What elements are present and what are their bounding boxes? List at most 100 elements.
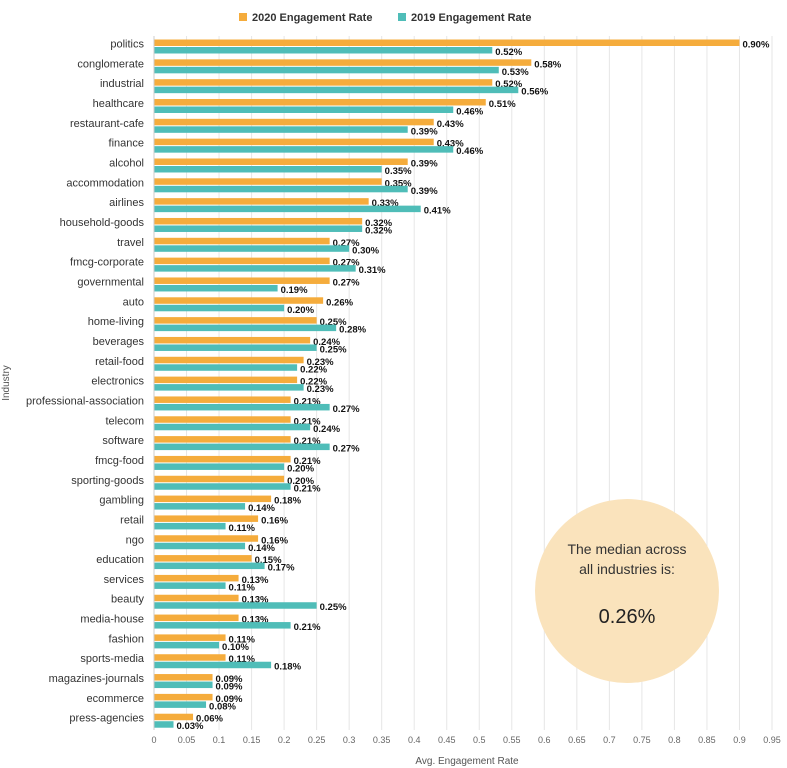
x-tick-label: 0.6 — [538, 735, 551, 745]
data-label-2020: 0.11% — [229, 634, 256, 645]
bar-2020 — [154, 654, 226, 661]
data-label-2019: 0.14% — [248, 503, 275, 514]
x-tick-label: 0.25 — [308, 735, 326, 745]
data-label-2020: 0.21% — [294, 396, 321, 407]
data-label-2020: 0.20% — [287, 476, 314, 487]
category-label: finance — [109, 138, 144, 150]
bar-2019 — [154, 403, 330, 411]
data-label-2020: 0.24% — [313, 337, 340, 348]
data-label-2020: 0.51% — [489, 99, 516, 110]
x-tick-label: 0.65 — [568, 735, 586, 745]
category-label: services — [104, 574, 145, 586]
bar-2019 — [154, 106, 454, 113]
bar-2020 — [154, 198, 369, 205]
bar-2019 — [154, 443, 330, 451]
data-label-2020: 0.22% — [300, 377, 327, 388]
legend-swatch-2020[interactable] — [239, 13, 247, 21]
bar-2020 — [154, 555, 252, 562]
data-label-2020: 0.35% — [385, 178, 412, 189]
x-tick-label: 0.5 — [473, 735, 486, 745]
data-label-2020: 0.33% — [372, 198, 399, 209]
bar-2020 — [154, 277, 330, 284]
bar-2020 — [154, 356, 304, 364]
data-label-2020: 0.25% — [320, 317, 347, 328]
data-label-2019: 0.27% — [333, 444, 360, 455]
data-label-2019: 0.52% — [495, 47, 522, 58]
bar-2019 — [154, 284, 278, 292]
x-tick-label: 0.9 — [733, 735, 746, 745]
data-label-2020: 0.11% — [229, 654, 256, 665]
bar-2019 — [154, 641, 220, 649]
category-label: industrial — [100, 78, 144, 90]
data-label-2020: 0.27% — [333, 238, 360, 249]
data-label-2019: 0.25% — [320, 344, 347, 355]
bar-2019 — [154, 245, 350, 252]
category-label: airlines — [109, 197, 144, 209]
bar-2020 — [154, 674, 213, 681]
bar-2019 — [154, 582, 226, 589]
data-label-2019: 0.28% — [339, 325, 366, 336]
data-label-2019: 0.10% — [222, 642, 249, 653]
data-label-2019: 0.32% — [365, 225, 392, 236]
x-tick-label: 0.55 — [503, 735, 521, 745]
bar-2019 — [154, 205, 421, 213]
bar-2019 — [154, 165, 382, 173]
category-label: magazines-journals — [49, 673, 145, 685]
category-label: conglomerate — [77, 58, 144, 70]
data-label-2020: 0.43% — [437, 119, 464, 130]
median-callout-line1: The median across — [567, 541, 686, 557]
data-label-2020: 0.16% — [261, 515, 288, 526]
x-tick-label: 0.1 — [213, 735, 226, 745]
category-label: travel — [117, 237, 144, 249]
data-label-2019: 0.39% — [411, 126, 438, 137]
bar-2020 — [154, 713, 194, 721]
category-label: sports-media — [80, 653, 144, 665]
x-tick-label: 0 — [151, 735, 156, 745]
bar-2019 — [154, 47, 493, 54]
legend-label-2019[interactable]: 2019 Engagement Rate — [411, 12, 531, 24]
category-label: governmental — [77, 276, 144, 288]
data-label-2020: 0.26% — [326, 297, 353, 308]
data-label-2020: 0.58% — [534, 59, 561, 70]
x-tick-label: 0.95 — [763, 735, 781, 745]
bar-2020 — [154, 59, 532, 66]
bar-2020 — [154, 614, 239, 622]
data-label-2020: 0.16% — [261, 535, 288, 546]
bar-2020 — [154, 594, 239, 602]
x-tick-label: 0.15 — [243, 735, 261, 745]
bar-2019 — [154, 126, 408, 133]
median-callout-circle — [535, 499, 719, 683]
bar-2019 — [154, 146, 454, 153]
category-label: fashion — [109, 633, 144, 645]
bar-2019 — [154, 562, 265, 570]
x-tick-label: 0.05 — [178, 735, 196, 745]
category-label: accommodation — [66, 177, 144, 189]
bar-2020 — [154, 178, 382, 185]
data-label-2020: 0.15% — [255, 555, 282, 566]
bar-2020 — [154, 98, 486, 106]
data-label-2019: 0.21% — [294, 622, 321, 633]
bar-2019 — [154, 542, 246, 550]
bar-2020 — [154, 158, 408, 165]
data-label-2019: 0.08% — [209, 701, 236, 712]
bar-2020 — [154, 693, 213, 701]
data-label-2019: 0.22% — [300, 364, 327, 375]
data-label-2019: 0.46% — [456, 146, 483, 157]
bar-2020 — [154, 39, 740, 46]
data-label-2020: 0.52% — [495, 79, 522, 90]
legend-label-2020[interactable]: 2020 Engagement Rate — [252, 12, 372, 24]
data-label-2019: 0.24% — [313, 424, 340, 435]
bar-2020 — [154, 376, 298, 384]
bar-2019 — [154, 602, 317, 609]
data-label-2020: 0.21% — [294, 416, 321, 427]
data-label-2019: 0.11% — [229, 582, 256, 593]
category-label: alcohol — [109, 157, 144, 169]
legend-swatch-2019[interactable] — [398, 13, 406, 21]
bar-2020 — [154, 455, 291, 463]
data-label-2020: 0.27% — [333, 258, 360, 269]
category-label: restaurant-cafe — [70, 118, 144, 130]
category-label: ngo — [126, 534, 144, 546]
data-label-2019: 0.27% — [333, 404, 360, 415]
data-label-2020: 0.27% — [333, 277, 360, 288]
category-label: retail — [120, 514, 144, 526]
